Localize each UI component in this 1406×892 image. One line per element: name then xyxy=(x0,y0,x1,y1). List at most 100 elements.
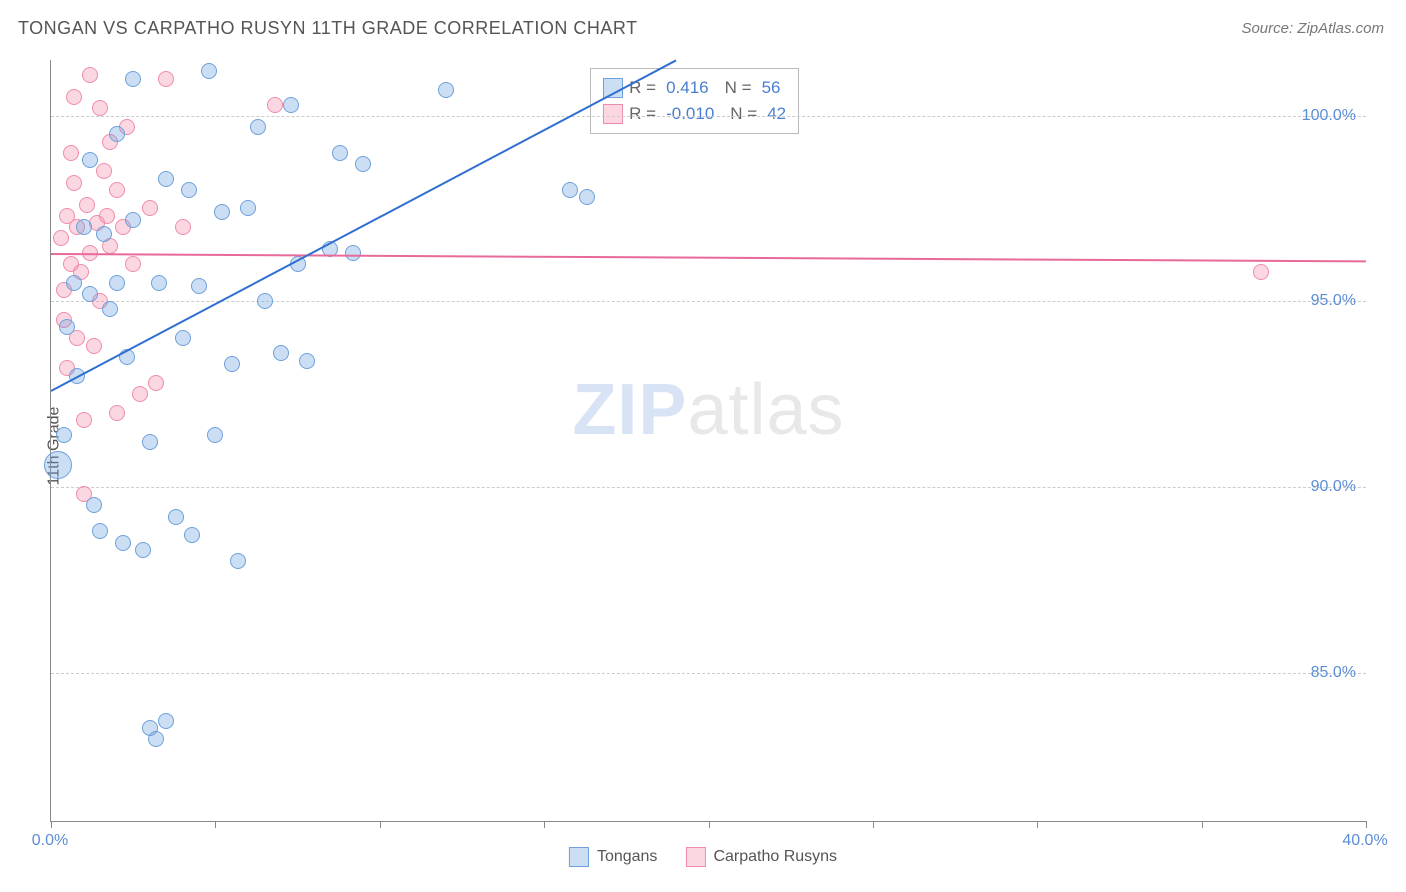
scatter-point-blue xyxy=(92,523,108,539)
swatch-pink-icon xyxy=(603,104,623,124)
scatter-point-blue xyxy=(345,245,361,261)
x-tick xyxy=(873,821,874,828)
legend-swatch-pink-icon xyxy=(685,847,705,867)
scatter-point-blue xyxy=(438,82,454,98)
scatter-point-pink xyxy=(96,163,112,179)
gridline xyxy=(51,301,1366,302)
scatter-point-blue xyxy=(59,319,75,335)
scatter-point-blue xyxy=(283,97,299,113)
trend-line-blue xyxy=(51,60,677,392)
legend-item-1: Tongans xyxy=(569,847,658,867)
scatter-point-blue xyxy=(579,189,595,205)
scatter-point-pink xyxy=(175,219,191,235)
scatter-point-blue xyxy=(125,212,141,228)
scatter-point-blue xyxy=(158,713,174,729)
scatter-point-pink xyxy=(76,412,92,428)
scatter-point-blue xyxy=(158,171,174,187)
scatter-point-pink xyxy=(267,97,283,113)
stats-legend-box: R = 0.416 N = 56 R = -0.010 N = 42 xyxy=(590,68,799,134)
scatter-point-pink xyxy=(53,230,69,246)
scatter-point-blue xyxy=(102,301,118,317)
scatter-point-blue xyxy=(201,63,217,79)
scatter-point-blue xyxy=(44,451,72,479)
scatter-point-blue xyxy=(168,509,184,525)
scatter-point-blue xyxy=(355,156,371,172)
x-tick xyxy=(709,821,710,828)
scatter-point-blue xyxy=(299,353,315,369)
scatter-point-blue xyxy=(135,542,151,558)
legend-label-1: Tongans xyxy=(597,848,658,866)
scatter-point-blue xyxy=(214,204,230,220)
scatter-point-pink xyxy=(132,386,148,402)
scatter-point-pink xyxy=(142,200,158,216)
plot-area: ZIPatlas R = 0.416 N = 56 R = -0.010 N =… xyxy=(50,60,1366,822)
x-tick-label: 40.0% xyxy=(1342,832,1387,850)
stats-row-2: R = -0.010 N = 42 xyxy=(603,101,786,127)
r-value-1: 0.416 xyxy=(666,75,709,101)
scatter-point-blue xyxy=(273,345,289,361)
bottom-legend: Tongans Carpatho Rusyns xyxy=(569,847,837,867)
scatter-point-blue xyxy=(109,126,125,142)
scatter-point-blue xyxy=(109,275,125,291)
scatter-point-blue xyxy=(175,330,191,346)
scatter-point-blue xyxy=(142,434,158,450)
scatter-point-pink xyxy=(82,67,98,83)
scatter-point-blue xyxy=(76,219,92,235)
scatter-point-blue xyxy=(191,278,207,294)
r-value-2: -0.010 xyxy=(666,101,714,127)
y-tick-label: 85.0% xyxy=(1311,664,1356,682)
scatter-point-blue xyxy=(82,152,98,168)
scatter-point-blue xyxy=(86,497,102,513)
x-tick xyxy=(380,821,381,828)
scatter-point-pink xyxy=(125,256,141,272)
scatter-point-pink xyxy=(86,338,102,354)
scatter-point-blue xyxy=(562,182,578,198)
scatter-point-pink xyxy=(63,145,79,161)
n-value-2: 42 xyxy=(767,101,786,127)
scatter-point-pink xyxy=(1253,264,1269,280)
x-tick-label: 0.0% xyxy=(32,832,68,850)
source-label: Source: ZipAtlas.com xyxy=(1241,20,1384,37)
scatter-point-blue xyxy=(332,145,348,161)
y-tick-label: 90.0% xyxy=(1311,478,1356,496)
scatter-point-blue xyxy=(56,427,72,443)
x-tick xyxy=(215,821,216,828)
scatter-point-pink xyxy=(109,182,125,198)
scatter-point-pink xyxy=(66,175,82,191)
y-tick-label: 100.0% xyxy=(1302,107,1356,125)
scatter-point-blue xyxy=(125,71,141,87)
scatter-point-pink xyxy=(79,197,95,213)
scatter-point-blue xyxy=(96,226,112,242)
scatter-point-blue xyxy=(181,182,197,198)
watermark: ZIPatlas xyxy=(572,369,844,451)
trend-line-pink xyxy=(51,253,1366,262)
scatter-point-blue xyxy=(257,293,273,309)
scatter-point-blue xyxy=(151,275,167,291)
gridline xyxy=(51,116,1366,117)
scatter-point-pink xyxy=(158,71,174,87)
scatter-point-pink xyxy=(99,208,115,224)
scatter-point-pink xyxy=(148,375,164,391)
x-tick xyxy=(1037,821,1038,828)
scatter-point-blue xyxy=(82,286,98,302)
legend-item-2: Carpatho Rusyns xyxy=(685,847,837,867)
gridline xyxy=(51,487,1366,488)
y-tick-label: 95.0% xyxy=(1311,292,1356,310)
scatter-point-pink xyxy=(109,405,125,421)
scatter-point-blue xyxy=(66,275,82,291)
legend-swatch-blue-icon xyxy=(569,847,589,867)
n-value-1: 56 xyxy=(762,75,781,101)
x-tick xyxy=(1202,821,1203,828)
gridline xyxy=(51,673,1366,674)
scatter-point-pink xyxy=(66,89,82,105)
scatter-point-blue xyxy=(148,731,164,747)
x-tick xyxy=(51,821,52,828)
legend-label-2: Carpatho Rusyns xyxy=(713,848,837,866)
scatter-point-blue xyxy=(250,119,266,135)
scatter-point-blue xyxy=(115,535,131,551)
scatter-point-blue xyxy=(224,356,240,372)
x-tick xyxy=(544,821,545,828)
chart-title: TONGAN VS CARPATHO RUSYN 11TH GRADE CORR… xyxy=(18,18,638,39)
stats-row-1: R = 0.416 N = 56 xyxy=(603,75,786,101)
scatter-point-blue xyxy=(184,527,200,543)
